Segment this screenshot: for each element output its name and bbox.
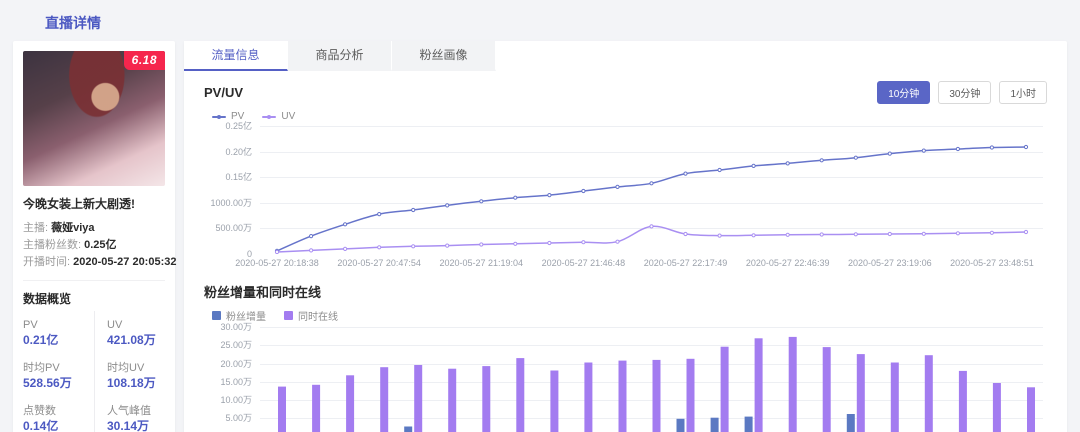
tab-粉丝画像[interactable]: 粉丝画像 [392,41,496,71]
stat-value: 0.21亿 [23,333,59,347]
x-axis-tick: 2020-05-27 20:47:54 [337,258,421,268]
data-overview-title: 数据概览 [23,292,72,306]
info-label: 主播粉丝数: [23,239,85,251]
stream-info-row: 主播: 薇娅viya [23,220,165,237]
y-axis-tick: 10.00万 [220,395,252,406]
bar-legend-marker [212,311,221,320]
streamer-photo: 6.18 [23,51,165,186]
stat-value: 528.56万 [23,376,72,390]
info-value: 薇娅viya [51,222,95,234]
legend-label: 同时在线 [298,312,338,323]
stat-cell: 点赞数 0.14亿 [23,397,94,432]
pvuv-chart: 0 500.00万 1000.00万 0.15亿 0.20亿 0.25亿 2020-05-2… [204,121,1047,276]
pvuv-legend: PV UV [212,111,1047,122]
x-axis-tick: 2020-05-27 21:46:48 [541,258,626,268]
y-axis-tick: 0.15亿 [225,172,252,183]
x-axis-tick: 2020-05-27 23:19:06 [848,258,932,268]
y-axis-tick: 30.00万 [220,322,252,332]
stat-value: 0.14亿 [23,419,59,432]
stats-grid: PV 0.21亿 UV 421.08万 时均PV 528.56万 时均UV 108.18万 点赞… [23,311,165,432]
x-axis-tick: 2020-05-27 23:48:51 [950,258,1034,268]
x-axis-tick: 2020-05-27 22:17:49 [643,258,728,268]
stat-value: 30.14万 [107,419,150,432]
stream-info-row: 主播粉丝数: 0.25亿 [23,237,165,254]
info-label: 开播时间: [23,256,74,268]
legend-item-同时在线[interactable]: 同时在线 [284,308,338,323]
fans-chart: -50,00005.00万10.00万15.00万20.00万25.00万30.… [204,322,1047,432]
stat-label: 时均UV [107,362,145,374]
y-axis-tick: 20.00万 [220,358,252,369]
stat-value: 108.18万 [107,376,156,390]
pvuv-section-title: PV/UV [204,85,244,100]
y-axis-tick: 0 [246,249,252,259]
info-value: 2020-05-27 20:05:32 [73,256,177,268]
legend-dot [217,114,221,119]
y-axis-tick: 0.25亿 [225,121,252,131]
time-range-button[interactable]: 10分钟 [877,81,931,104]
stat-label: 人气峰值 [107,405,151,417]
stat-cell: 人气峰值 30.14万 [94,397,165,432]
legend-item-PV[interactable]: PV [212,111,244,122]
stat-label: PV [23,319,38,331]
y-axis-tick: 1000.00万 [210,197,252,208]
stream-info-list: 主播: 薇娅viya 主播粉丝数: 0.25亿 开播时间: 2020-05-27 2… [23,220,176,281]
stat-cell: PV 0.21亿 [23,311,94,354]
legend-label: UV [281,111,296,122]
stat-label: 时均PV [23,362,60,374]
fans-section-title: 粉丝增量和同时在线 [204,285,322,300]
y-axis-tick: 25.00万 [220,340,252,351]
y-axis-tick: 0.20亿 [225,146,252,157]
y-axis-tick: 500.00万 [215,223,252,234]
line-legend-marker [262,114,277,119]
bar-legend-marker [284,311,293,320]
fans-legend: 粉丝增量 同时在线 [212,308,1047,323]
time-range-button[interactable]: 1小时 [999,81,1047,104]
stat-label: 点赞数 [23,405,56,417]
legend-item-粉丝增量[interactable]: 粉丝增量 [212,308,266,323]
stat-cell: UV 421.08万 [94,311,165,354]
stream-info-row: 开播时间: 2020-05-27 20:05:32 [23,254,176,271]
main-card: 流量信息 商品分析 粉丝画像 PV/UV 10分钟 30分钟 1小时 PV UV 0 500… [184,41,1067,432]
stat-cell: 时均UV 108.18万 [94,354,165,397]
profile-card: 6.18 今晚女装上新大剧透! 主播: 薇娅viya 主播粉丝数: 0.25亿 开播… [13,41,176,432]
legend-dot [267,114,272,119]
x-axis-tick: 2020-05-27 21:19:04 [439,258,524,268]
y-axis-tick: 15.00万 [220,376,252,387]
page-title: 直播详情 [45,15,101,31]
time-range-buttons: 10分钟 30分钟 1小时 [877,81,1047,104]
legend-label: PV [231,111,245,122]
line-plot-area [260,126,1043,255]
stat-cell: 时均PV 528.56万 [23,354,94,397]
stat-value: 421.08万 [107,333,156,347]
main-content: PV/UV 10分钟 30分钟 1小时 PV UV 0 500.00万 1000.00万 0… [184,71,1067,432]
y-axis-tick: 5.00万 [225,413,252,424]
page-layout: 6.18 今晚女装上新大剧透! 主播: 薇娅viya 主播粉丝数: 0.25亿 开播… [0,41,1080,432]
x-axis-tick: 2020-05-27 20:18:38 [235,258,319,268]
page-header: 直播详情 [0,0,1080,41]
legend-item-UV[interactable]: UV [262,111,295,122]
tab-流量信息[interactable]: 流量信息 [184,41,288,71]
time-range-button[interactable]: 30分钟 [938,81,992,104]
tab-商品分析[interactable]: 商品分析 [288,41,392,71]
promo-badge: 6.18 [123,51,165,70]
stat-label: UV [107,319,123,331]
info-label: 主播: [23,222,52,234]
legend-label: 粉丝增量 [226,312,266,323]
tab-bar: 流量信息 商品分析 粉丝画像 [184,41,1067,71]
line-legend-marker [212,114,226,119]
x-axis-tick: 2020-05-27 22:46:39 [745,258,830,268]
bar-plot-area [260,327,1043,432]
info-value: 0.25亿 [84,239,117,251]
stream-title: 今晚女装上新大剧透! [23,197,135,211]
